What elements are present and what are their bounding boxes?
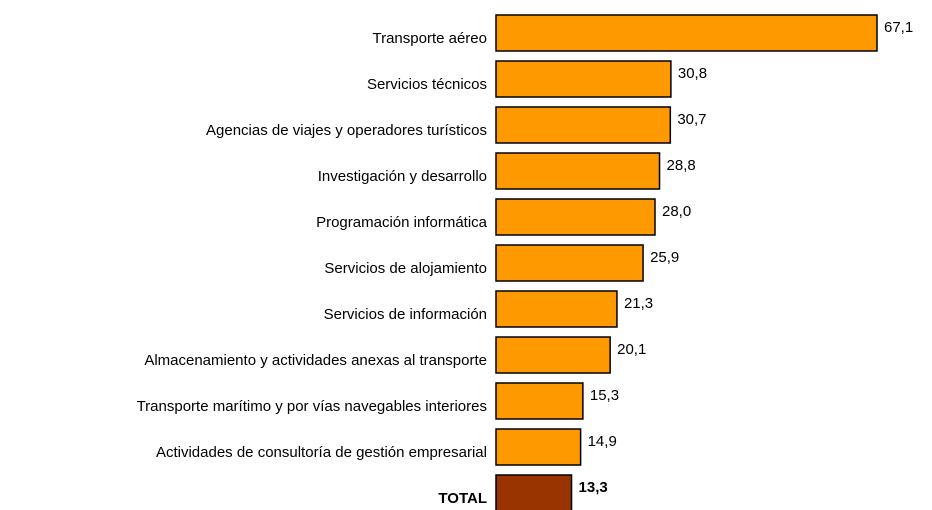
category-label: Investigación y desarrollo bbox=[318, 168, 487, 185]
bar bbox=[495, 428, 582, 466]
value-label: 13,3 bbox=[579, 479, 608, 496]
category-label: Almacenamiento y actividades anexas al t… bbox=[144, 352, 487, 369]
value-label: 30,7 bbox=[677, 111, 706, 128]
bar bbox=[495, 474, 573, 510]
value-label: 25,9 bbox=[650, 249, 679, 266]
category-label: Servicios de información bbox=[324, 306, 487, 323]
bar bbox=[495, 336, 611, 374]
value-label: 28,0 bbox=[662, 203, 691, 220]
category-label: Actividades de consultoría de gestión em… bbox=[156, 444, 487, 461]
value-label: 30,8 bbox=[678, 65, 707, 82]
value-label: 14,9 bbox=[588, 433, 617, 450]
category-label: Servicios técnicos bbox=[367, 76, 487, 93]
category-label: Programación informática bbox=[316, 214, 488, 231]
category-label: Transporte aéreo bbox=[372, 30, 487, 47]
bar bbox=[495, 244, 644, 282]
value-label: 21,3 bbox=[624, 295, 653, 312]
bar bbox=[495, 60, 672, 98]
bar bbox=[495, 290, 618, 328]
bar bbox=[495, 14, 878, 52]
category-label: Servicios de alojamiento bbox=[324, 260, 487, 277]
value-label: 15,3 bbox=[590, 387, 619, 404]
bar bbox=[495, 106, 672, 144]
category-label: TOTAL bbox=[438, 490, 487, 507]
category-label: Transporte marítimo y por vías navegable… bbox=[137, 398, 487, 415]
category-label: Agencias de viajes y operadores turístic… bbox=[206, 122, 487, 139]
value-label: 67,1 bbox=[884, 19, 913, 36]
bar bbox=[495, 198, 656, 236]
value-label: 28,8 bbox=[667, 157, 696, 174]
value-label: 20,1 bbox=[617, 341, 646, 358]
bar bbox=[495, 382, 584, 420]
bar bbox=[495, 152, 661, 190]
